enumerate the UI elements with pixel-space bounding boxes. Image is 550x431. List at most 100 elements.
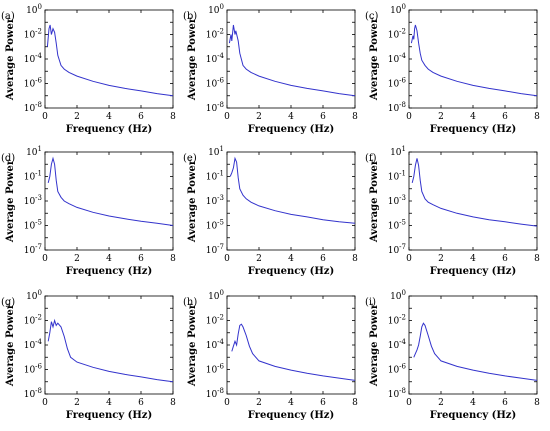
y-tick-base: 10 <box>388 31 400 41</box>
y-tick-base: 10 <box>206 197 218 207</box>
y-tick-label: 101 <box>390 145 406 158</box>
y-tick-label: 10-4 <box>24 52 43 65</box>
y-axis-label: Average Power <box>369 303 380 387</box>
y-tick-base: 10 <box>206 173 218 183</box>
x-tick-label: 0 <box>406 398 412 408</box>
y-tick-base: 10 <box>388 246 400 256</box>
y-tick-exponent: 1 <box>38 145 42 153</box>
series-line <box>229 156 356 224</box>
y-tick-exponent: -5 <box>217 219 224 227</box>
y-tick-label: 100 <box>26 289 42 302</box>
y-tick-base: 10 <box>388 341 400 351</box>
y-tick-label: 10-5 <box>24 219 42 232</box>
y-tick-exponent: -2 <box>217 314 224 322</box>
x-tick-label: 2 <box>74 112 80 122</box>
y-tick-label: 10-6 <box>388 77 407 90</box>
y-tick-exponent: -8 <box>399 101 406 109</box>
x-axis-label: Frequency (Hz) <box>430 410 516 421</box>
x-tick-label: 2 <box>438 112 444 122</box>
y-tick-label: 10-3 <box>24 194 42 207</box>
y-tick-exponent: 0 <box>38 3 42 11</box>
panel-label: (g) <box>1 297 15 308</box>
y-tick-label: 10-8 <box>388 387 406 400</box>
y-axis-label: Average Power <box>187 159 198 243</box>
y-tick-label: 10-2 <box>388 314 406 327</box>
y-tick-label: 10-3 <box>388 194 406 207</box>
y-tick-label: 10-2 <box>24 28 42 41</box>
y-tick-base: 10 <box>24 222 36 232</box>
x-tick-label: 4 <box>288 398 294 408</box>
y-tick-base: 10 <box>206 104 218 114</box>
y-tick-base: 10 <box>24 197 36 207</box>
y-tick-exponent: -3 <box>35 194 42 202</box>
y-tick-label: 10-2 <box>24 314 42 327</box>
x-tick-label: 8 <box>534 254 540 264</box>
x-tick-label: 6 <box>502 398 508 408</box>
x-tick-label: 4 <box>470 254 476 264</box>
y-axis-label: Average Power <box>369 17 380 101</box>
y-tick-exponent: -4 <box>399 52 406 60</box>
y-tick-base: 10 <box>388 366 400 376</box>
y-tick-exponent: -2 <box>399 314 406 322</box>
y-tick-exponent: -6 <box>35 77 42 85</box>
y-tick-label: 101 <box>208 145 224 158</box>
y-tick-base: 10 <box>206 317 218 327</box>
y-tick-base: 10 <box>388 390 400 400</box>
y-tick-exponent: -4 <box>399 338 406 346</box>
x-tick-label: 8 <box>352 398 358 408</box>
x-tick-label: 2 <box>74 254 80 264</box>
x-axis-label: Frequency (Hz) <box>66 124 152 135</box>
y-tick-label: 10-2 <box>206 314 224 327</box>
x-tick-label: 6 <box>320 398 326 408</box>
y-tick-label: 100 <box>26 3 42 16</box>
x-tick-label: 0 <box>42 112 48 122</box>
x-axis-label: Frequency (Hz) <box>430 124 516 135</box>
x-tick-label: 8 <box>534 398 540 408</box>
panel-label: (f) <box>365 153 377 164</box>
y-tick-base: 10 <box>24 31 36 41</box>
y-tick-exponent: -6 <box>35 363 42 371</box>
y-tick-base: 10 <box>388 55 400 65</box>
y-tick-label: 10-7 <box>388 243 406 256</box>
y-tick-exponent: 0 <box>220 3 224 11</box>
y-tick-exponent: 0 <box>220 289 224 297</box>
axes-frame <box>408 151 538 251</box>
x-tick-label: 6 <box>502 254 508 264</box>
y-tick-exponent: -1 <box>35 170 42 178</box>
x-tick-label: 4 <box>288 112 294 122</box>
y-tick-label: 101 <box>26 145 42 158</box>
y-axis-label: Average Power <box>187 17 198 101</box>
y-tick-base: 10 <box>24 80 36 90</box>
y-tick-exponent: 0 <box>402 3 406 11</box>
y-tick-base: 10 <box>208 148 220 158</box>
panel-label: (b) <box>183 11 197 22</box>
y-tick-base: 10 <box>24 390 36 400</box>
y-tick-exponent: 0 <box>402 289 406 297</box>
y-axis-label: Average Power <box>5 17 16 101</box>
x-tick-label: 6 <box>138 112 144 122</box>
y-tick-exponent: -1 <box>399 170 406 178</box>
y-tick-exponent: -8 <box>217 101 224 109</box>
series-line <box>231 323 356 381</box>
y-tick-base: 10 <box>24 317 36 327</box>
y-tick-label: 10-3 <box>206 194 224 207</box>
x-tick-label: 4 <box>106 398 112 408</box>
axes-frame <box>226 151 356 251</box>
x-tick-label: 2 <box>256 254 262 264</box>
y-tick-base: 10 <box>390 148 402 158</box>
y-tick-exponent: -8 <box>399 387 406 395</box>
x-tick-label: 0 <box>224 112 230 122</box>
y-tick-base: 10 <box>24 246 36 256</box>
y-tick-label: 10-7 <box>24 243 42 256</box>
y-tick-label: 100 <box>390 289 406 302</box>
y-tick-label: 10-8 <box>24 101 42 114</box>
y-tick-base: 10 <box>208 6 220 16</box>
y-tick-label: 10-4 <box>24 338 43 351</box>
y-tick-exponent: -8 <box>217 387 224 395</box>
axes-frame <box>408 295 538 395</box>
